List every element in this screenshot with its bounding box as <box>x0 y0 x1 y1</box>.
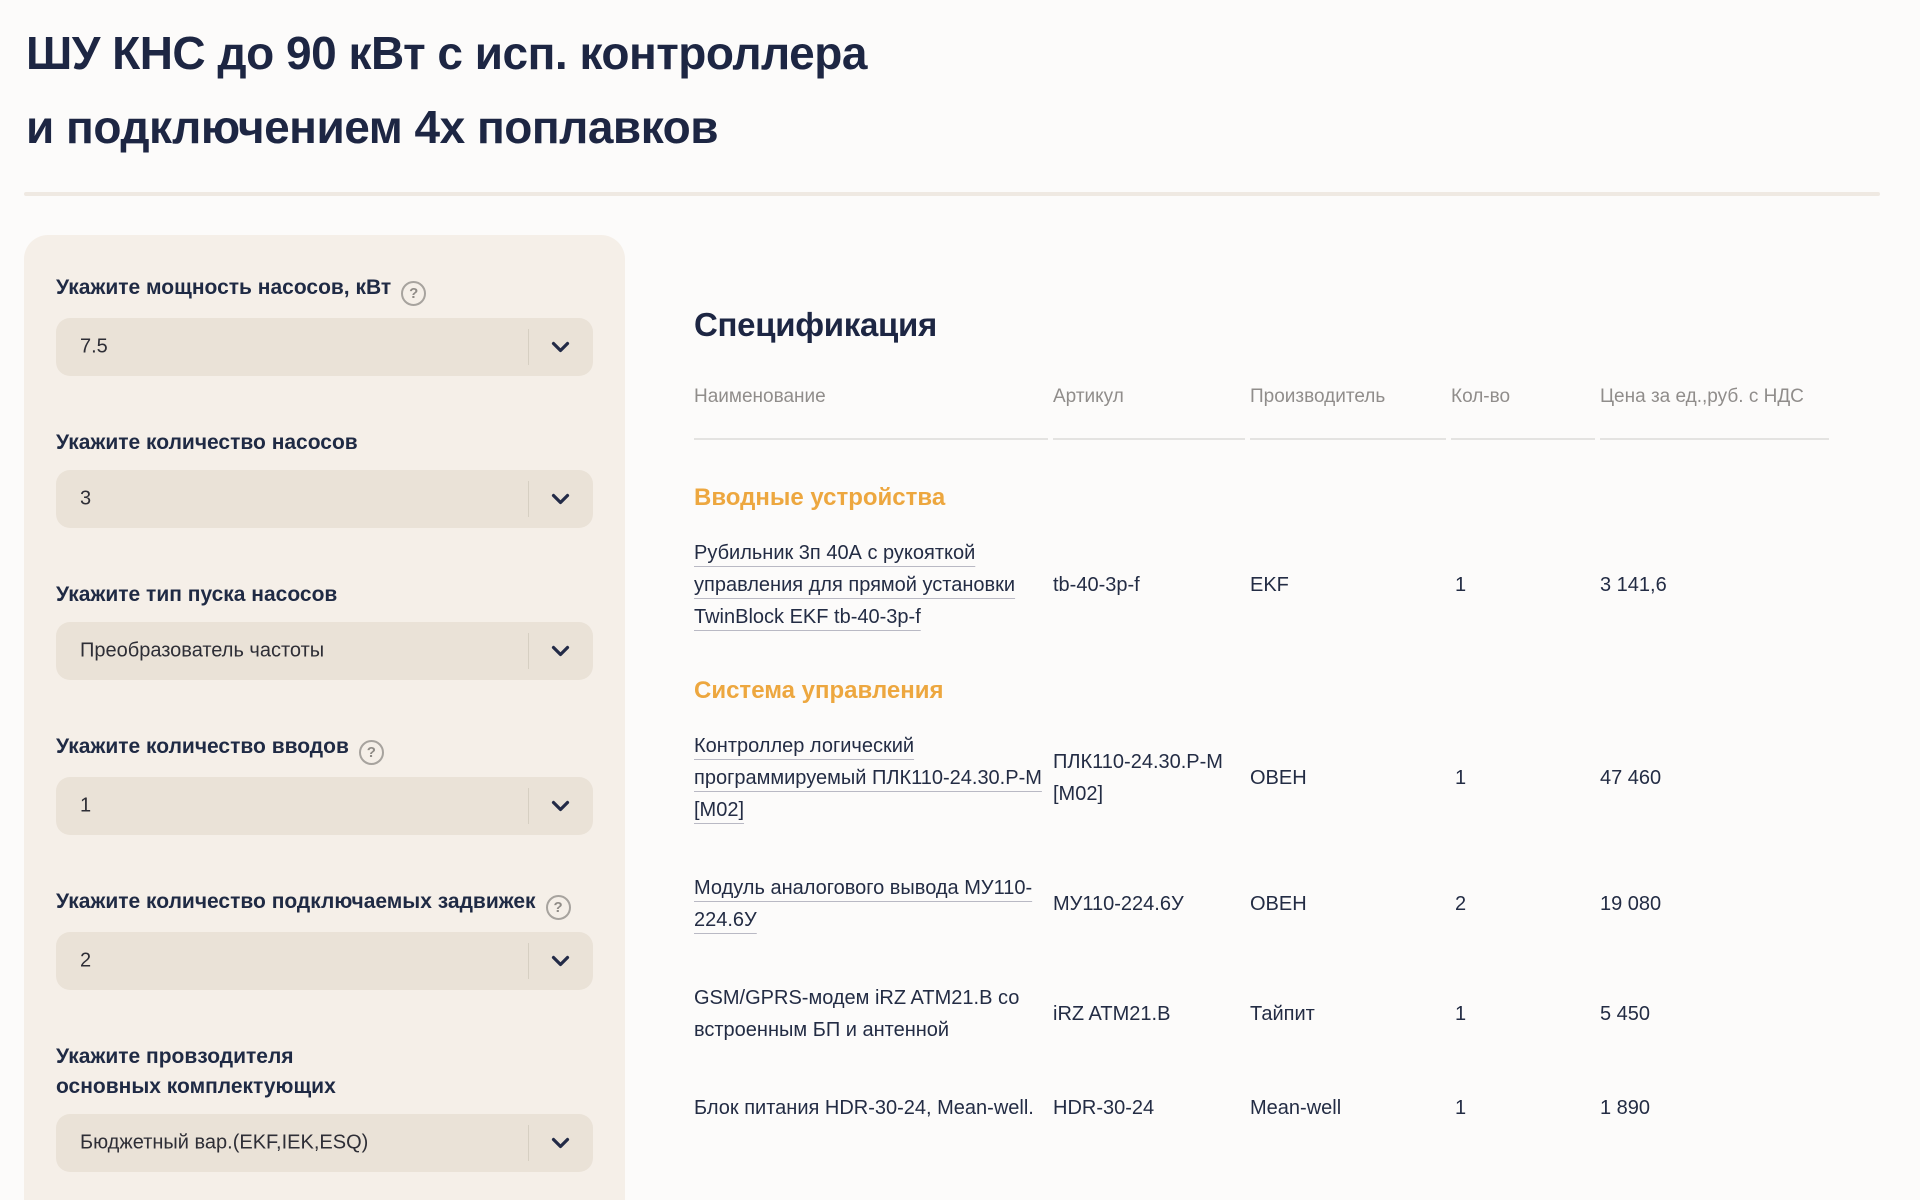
table-section: Вводные устройства Рубильник 3п 40А с ру… <box>694 484 1854 633</box>
configurator-field-3: Укажите количество вводов? 1 <box>56 732 593 835</box>
cell-product-name: Контроллер логический программируемый ПЛ… <box>694 730 1048 826</box>
configurator-fields: Укажите мощность насосов, кВт? 7.5 Укажи… <box>56 273 593 1172</box>
cell-article: МУ110-224.6У <box>1053 893 1184 915</box>
table-row: GSM/GPRS-модем iRZ ATM21.B со встроенным… <box>694 982 1854 1046</box>
title-divider <box>24 192 1880 196</box>
select-value: 1 <box>80 794 92 817</box>
select-separator <box>528 633 529 669</box>
table-section: Система управления Контроллер логический… <box>694 677 1854 1124</box>
configurator-field-5: Укажите провзодителя основных комплектую… <box>56 1042 593 1172</box>
cell-manufacturer: Mean-well <box>1250 1097 1342 1119</box>
select-dropdown[interactable]: 1 <box>56 777 593 835</box>
cell-quantity: 1 <box>1455 1003 1467 1025</box>
product-link[interactable]: Модуль аналогового вывода МУ110-224.6У <box>694 877 1033 931</box>
select-dropdown[interactable]: 7.5 <box>56 318 593 376</box>
field-label: Укажите количество вводов? <box>56 732 593 765</box>
select-dropdown[interactable]: 2 <box>56 932 593 990</box>
configurator-panel: Укажите мощность насосов, кВт? 7.5 Укажи… <box>24 235 625 1200</box>
configurator-field-2: Укажите тип пуска насосов Преобразовател… <box>56 580 593 680</box>
select-value: Преобразователь частоты <box>80 639 325 662</box>
table-row: Рубильник 3п 40А с рукояткой управления … <box>694 537 1854 633</box>
product-link[interactable]: Рубильник 3п 40А с рукояткой управления … <box>694 542 1016 628</box>
table-row: Модуль аналогового вывода МУ110-224.6У М… <box>694 872 1854 936</box>
cell-article: HDR-30-24 <box>1053 1097 1155 1119</box>
column-header-price: Цена за ед.,руб. с НДС <box>1600 386 1829 440</box>
select-separator <box>528 329 529 365</box>
help-icon[interactable]: ? <box>358 740 384 765</box>
section-title: Вводные устройства <box>694 484 946 511</box>
column-header-article: Артикул <box>1053 386 1245 440</box>
select-dropdown[interactable]: Бюджетный вар.(EKF,IEK,ESQ) <box>56 1114 593 1172</box>
cell-price: 47 460 <box>1600 767 1662 789</box>
cell-quantity: 1 <box>1455 574 1467 596</box>
cell-article: iRZ ATM21.B <box>1053 1003 1171 1025</box>
select-value: 7.5 <box>80 335 108 358</box>
cell-price: 1 890 <box>1600 1097 1651 1119</box>
cell-product-name: Модуль аналогового вывода МУ110-224.6У <box>694 872 1048 936</box>
column-header-qty: Кол-во <box>1451 386 1595 440</box>
cell-product-name: Рубильник 3п 40А с рукояткой управления … <box>694 537 1048 633</box>
field-label: Укажите провзодителя основных комплектую… <box>56 1045 336 1098</box>
cell-article: tb-40-3p-f <box>1053 574 1140 596</box>
configurator-field-1: Укажите количество насосов 3 <box>56 428 593 528</box>
select-value: Бюджетный вар.(EKF,IEK,ESQ) <box>80 1131 369 1154</box>
table-body: Вводные устройства Рубильник 3п 40А с ру… <box>694 484 1854 1124</box>
cell-manufacturer: EKF <box>1250 574 1289 596</box>
product-name-text: GSM/GPRS-модем iRZ ATM21.B со встроенным… <box>694 987 1020 1041</box>
help-icon[interactable]: ? <box>545 895 571 920</box>
cell-manufacturer: ОВЕН <box>1250 767 1307 789</box>
chevron-down-icon <box>551 645 570 657</box>
field-label: Укажите тип пуска насосов <box>56 583 338 606</box>
product-name-text: Блок питания HDR-30-24, Mean-well. <box>694 1097 1034 1119</box>
cell-article: ПЛК110-24.30.Р-М [М02] <box>1053 751 1223 805</box>
chevron-down-icon <box>551 341 570 353</box>
section-title: Система управления <box>694 677 944 704</box>
table-row: Контроллер логический программируемый ПЛ… <box>694 730 1854 826</box>
select-separator <box>528 1125 529 1161</box>
cell-manufacturer: ОВЕН <box>1250 893 1307 915</box>
select-value: 3 <box>80 487 92 510</box>
field-label: Укажите количество насосов <box>56 431 358 454</box>
help-icon[interactable]: ? <box>401 281 427 306</box>
select-separator <box>528 788 529 824</box>
configurator-field-0: Укажите мощность насосов, кВт? 7.5 <box>56 273 593 376</box>
page-title: ШУ КНС до 90 кВт с исп. контроллера и по… <box>26 27 867 153</box>
table-header-row: Наименование Артикул Производитель Кол-в… <box>694 386 1854 440</box>
table-row: Блок питания HDR-30-24, Mean-well. HDR-3… <box>694 1092 1854 1124</box>
field-label: Укажите количество подключаемых задвижек… <box>56 887 593 920</box>
configurator-field-4: Укажите количество подключаемых задвижек… <box>56 887 593 990</box>
specification-heading: Спецификация <box>694 306 937 343</box>
cell-product-name: Блок питания HDR-30-24, Mean-well. <box>694 1092 1048 1124</box>
cell-quantity: 1 <box>1455 767 1467 789</box>
cell-manufacturer: Тайпит <box>1250 1003 1315 1025</box>
cell-price: 19 080 <box>1600 893 1662 915</box>
select-separator <box>528 481 529 517</box>
chevron-down-icon <box>551 955 570 967</box>
cell-price: 5 450 <box>1600 1003 1651 1025</box>
specification-panel: Спецификация Наименование Артикул Произв… <box>694 306 1854 1124</box>
select-value: 2 <box>80 949 92 972</box>
chevron-down-icon <box>551 800 570 812</box>
field-label: Укажите мощность насосов, кВт? <box>56 273 593 306</box>
column-header-name: Наименование <box>694 386 1048 440</box>
chevron-down-icon <box>551 493 570 505</box>
cell-quantity: 2 <box>1455 893 1467 915</box>
select-separator <box>528 943 529 979</box>
cell-quantity: 1 <box>1455 1097 1467 1119</box>
select-dropdown[interactable]: 3 <box>56 470 593 528</box>
cell-price: 3 141,6 <box>1600 574 1667 596</box>
column-header-manufacturer: Производитель <box>1250 386 1446 440</box>
chevron-down-icon <box>551 1137 570 1149</box>
cell-product-name: GSM/GPRS-модем iRZ ATM21.B со встроенным… <box>694 982 1048 1046</box>
select-dropdown[interactable]: Преобразователь частоты <box>56 622 593 680</box>
product-link[interactable]: Контроллер логический программируемый ПЛ… <box>694 735 1042 821</box>
